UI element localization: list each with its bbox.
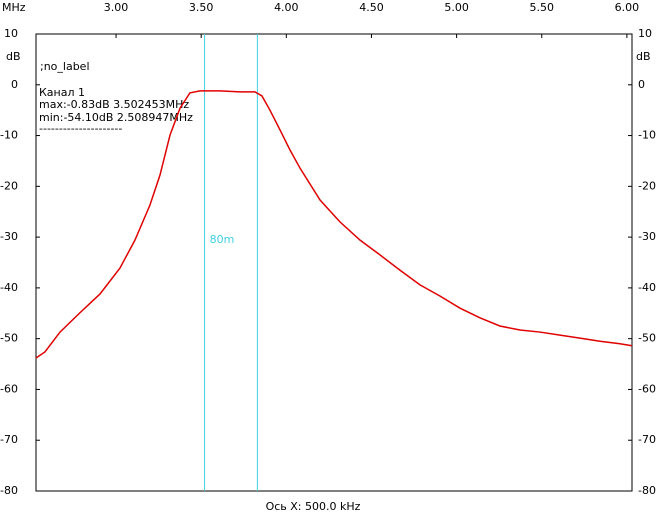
y-tick-label-right: -10	[638, 129, 656, 142]
y-tick-label: -70	[0, 433, 18, 446]
y-tick-label-right: -80	[638, 484, 656, 497]
x-axis-label: Ось X: 500.0 kHz	[266, 500, 361, 513]
y-tick-label: -30	[0, 230, 18, 243]
y-tick-label-right: -40	[638, 281, 656, 294]
y-tick-label-right: -30	[638, 230, 656, 243]
y-tick-label-right: 10	[638, 27, 652, 40]
x-tick-label: 4.00	[274, 1, 299, 14]
x-tick-label: 5.50	[529, 1, 554, 14]
x-tick-label: 4.50	[359, 1, 384, 14]
plot-frame	[35, 33, 633, 492]
x-tick-label: 6.00	[615, 1, 640, 14]
y-tick-label: 0	[11, 78, 18, 91]
y-tick-label-right: 0	[638, 78, 645, 91]
marker-label: 80m	[210, 233, 235, 246]
annotation: ;no_label	[40, 60, 90, 73]
x-tick-label: 3.00	[104, 1, 129, 14]
y-unit-right: dB	[636, 50, 651, 63]
y-tick-label-right: -20	[638, 179, 656, 192]
y-tick-label: 10	[4, 27, 18, 40]
y-tick-label-right: -50	[638, 332, 656, 345]
annotation: ---------------------	[39, 122, 122, 135]
y-tick-label: -40	[0, 281, 18, 294]
x-tick-label: 5.00	[444, 1, 469, 14]
x-tick-label: 3.50	[189, 1, 214, 14]
y-unit: dB	[6, 50, 21, 63]
annotation: min:-54.10dB 2.508947MHz	[39, 111, 193, 124]
y-tick-label-right: -60	[638, 382, 656, 395]
legend-entry: Канал 1	[39, 86, 85, 99]
y-tick-label: -10	[0, 129, 18, 142]
x-unit: MHz	[2, 1, 26, 14]
y-tick-label: -20	[0, 179, 18, 192]
y-tick-label: -60	[0, 382, 18, 395]
y-tick-label-right: -70	[638, 433, 656, 446]
series-line	[35, 90, 633, 359]
y-tick-label: -50	[0, 332, 18, 345]
annotation: max:-0.83dB 3.502453MHz	[39, 98, 189, 111]
y-tick-label: -80	[0, 484, 18, 497]
